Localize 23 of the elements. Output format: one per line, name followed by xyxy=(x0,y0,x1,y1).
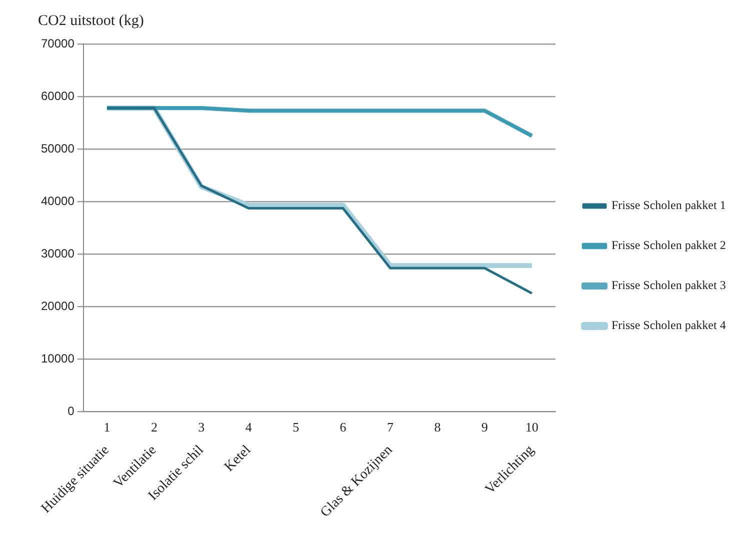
x2-tick-label: 5 xyxy=(292,420,300,435)
y-tick-label: 30000 xyxy=(40,246,75,260)
x2-tick-label: 1 xyxy=(104,420,110,435)
x2-tick-label: 9 xyxy=(481,420,488,435)
y-tick-label: 10000 xyxy=(40,351,75,366)
x2-tick-label: 8 xyxy=(434,420,441,435)
y-tick-label: 20000 xyxy=(40,298,75,313)
x2-tick-label: 3 xyxy=(198,420,205,435)
legend-label: Frisse Scholen pakket 3 xyxy=(612,278,726,292)
legend-label: Frisse Scholen pakket 1 xyxy=(612,198,726,212)
x2-tick-label: 4 xyxy=(245,420,252,435)
x2-tick-label: 7 xyxy=(387,420,394,435)
x2-tick-label: 2 xyxy=(150,420,158,435)
x2-tick-label: 10 xyxy=(525,420,538,435)
legend-label: Frisse Scholen pakket 4 xyxy=(612,318,726,332)
x2-tick-label: 6 xyxy=(340,420,347,435)
y-tick-label: 50000 xyxy=(40,141,75,156)
y-tick-label: 0 xyxy=(68,404,75,418)
y-tick-label: 60000 xyxy=(40,88,75,103)
legend-label: Frisse Scholen pakket 2 xyxy=(612,238,726,252)
y-tick-label: 70000 xyxy=(40,36,75,50)
y-tick-label: 40000 xyxy=(40,194,75,208)
y-axis-title: CO2 uitstoot (kg) xyxy=(38,12,144,29)
